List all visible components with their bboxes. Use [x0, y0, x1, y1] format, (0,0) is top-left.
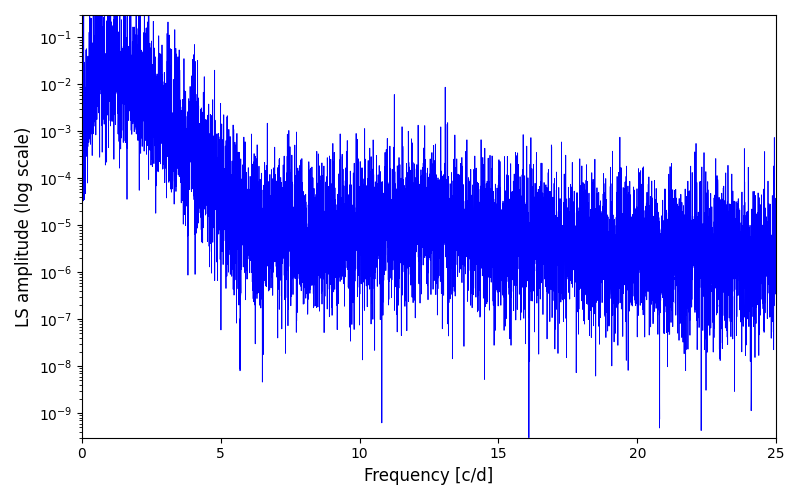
X-axis label: Frequency [c/d]: Frequency [c/d]: [364, 467, 494, 485]
Y-axis label: LS amplitude (log scale): LS amplitude (log scale): [15, 126, 33, 326]
